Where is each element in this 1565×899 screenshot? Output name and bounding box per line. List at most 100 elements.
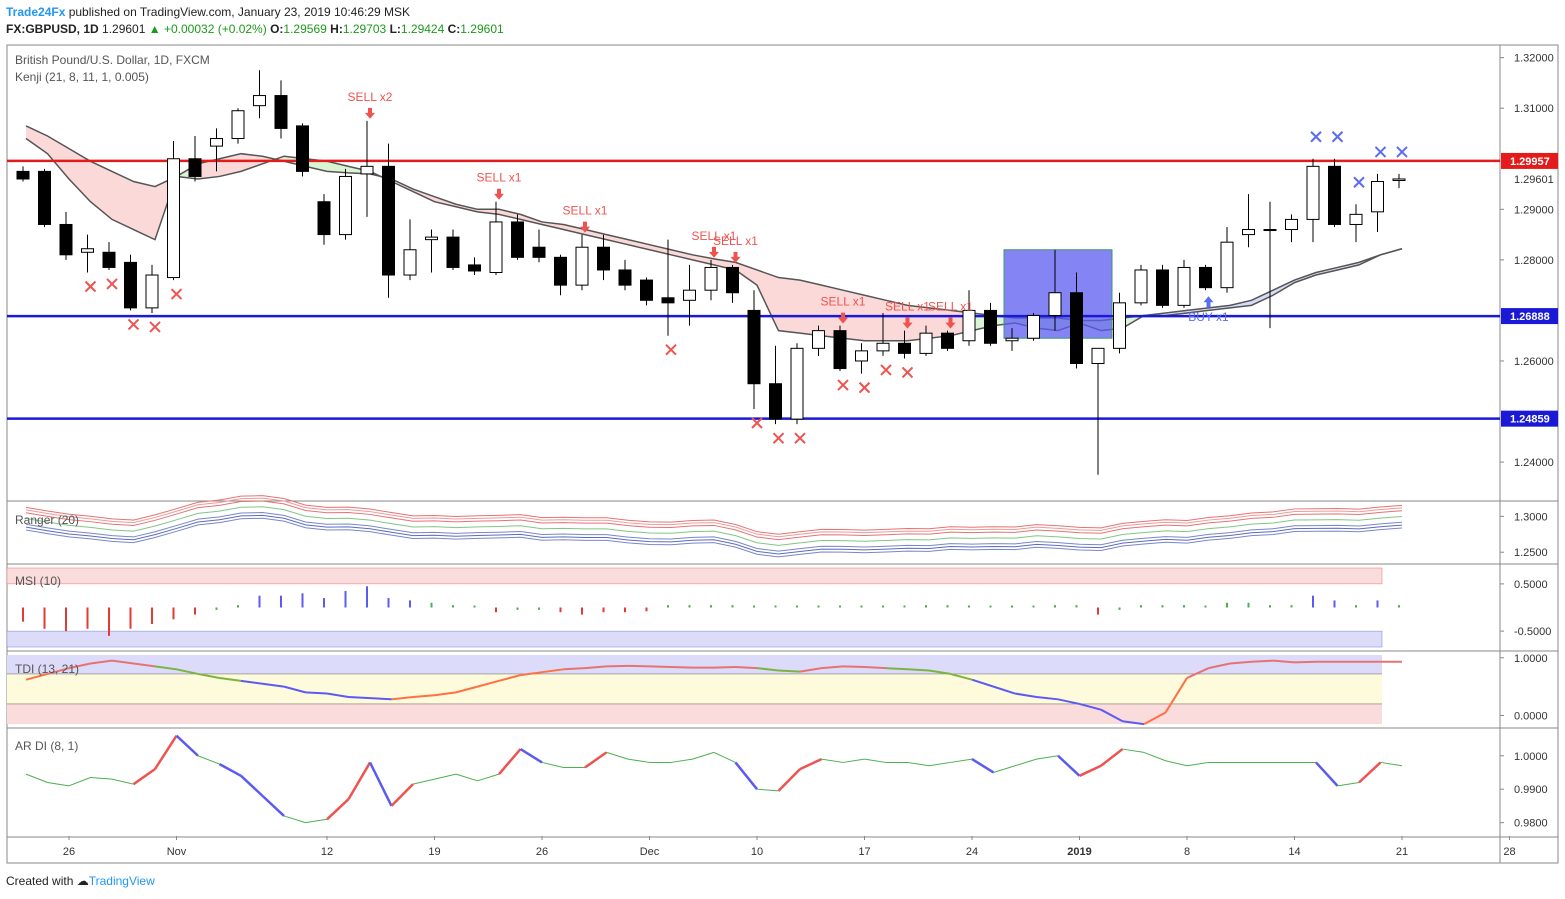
- ardi-line-segment: [1186, 761, 1209, 767]
- ardi-line-segment: [1315, 761, 1339, 787]
- tdi-line-segment: [627, 664, 650, 668]
- msi-bar: [925, 605, 927, 608]
- candle-body: [575, 246, 589, 286]
- tdi-line-segment: [1186, 667, 1209, 679]
- kenji-cloud-segment: [692, 254, 714, 265]
- candle: [919, 325, 933, 356]
- candle: [403, 219, 417, 281]
- ardi-line-segment: [1380, 761, 1403, 767]
- tdi-tick-label: 1.0000: [1514, 653, 1548, 665]
- ardi-line-segment: [606, 751, 629, 760]
- tdi-line-segment: [326, 692, 349, 698]
- candle: [360, 120, 374, 217]
- kenji-cloud-segment: [563, 224, 585, 235]
- candle-body: [231, 110, 245, 140]
- last-price: 1.29601: [102, 22, 146, 36]
- candle-body: [855, 350, 868, 362]
- msi-bar: [516, 607, 519, 610]
- candle: [661, 239, 675, 336]
- candle-body: [1027, 314, 1040, 339]
- ardi-line-segment: [821, 758, 844, 763]
- candle-body: [339, 175, 352, 236]
- msi-bar: [1161, 605, 1164, 608]
- candle: [640, 277, 653, 306]
- msi-bar: [645, 607, 648, 612]
- ardi-line-segment: [907, 761, 930, 767]
- msi-bar: [688, 605, 691, 608]
- msi-bar: [774, 605, 777, 608]
- kenji-cloud-segment: [628, 239, 650, 250]
- ranger-legend: Ranger (20): [15, 513, 79, 527]
- sell-arrow-icon: [730, 251, 741, 263]
- msi-bar: [989, 605, 992, 608]
- tdi-line-segment: [1143, 711, 1166, 725]
- ardi-line-segment: [25, 773, 48, 783]
- cross-marker-icon: [837, 379, 849, 391]
- candle-body: [1177, 266, 1191, 306]
- candle: [898, 330, 911, 359]
- candle: [1285, 214, 1298, 243]
- candle: [167, 141, 180, 281]
- brand-link[interactable]: Trade24Fx: [6, 5, 66, 19]
- sell-signal-label: SELL x2: [348, 90, 393, 104]
- tdi-line-segment: [821, 665, 844, 670]
- candle: [984, 302, 997, 346]
- candle-body: [1134, 269, 1148, 304]
- sell-arrow-icon: [902, 317, 913, 329]
- tdi-line-segment: [649, 665, 672, 668]
- footer-tradingview-link[interactable]: TradingView: [88, 874, 155, 888]
- tdi-line-segment: [584, 665, 607, 670]
- tdi-line-segment: [369, 697, 392, 701]
- candle: [1328, 158, 1341, 227]
- tdi-line-segment: [1122, 720, 1145, 726]
- candle: [575, 234, 589, 291]
- msi-tick-label: -0.5000: [1514, 626, 1551, 638]
- tdi-line-segment: [154, 665, 177, 671]
- msi-bar: [237, 605, 239, 608]
- candle: [1005, 328, 1019, 351]
- ardi-line-segment: [1358, 761, 1382, 784]
- candle: [145, 264, 159, 313]
- msi-upper-zone: [6, 567, 1383, 585]
- time-tick-label: 26: [536, 846, 548, 858]
- candle-body: [812, 330, 825, 349]
- ardi-line-segment: [455, 773, 478, 782]
- ardi-tick-label: 0.9800: [1514, 818, 1548, 830]
- kenji-cloud-segment: [241, 153, 263, 172]
- kenji-cloud-segment: [864, 295, 886, 341]
- tdi-line-segment: [197, 672, 220, 679]
- time-tick-label: 24: [966, 846, 978, 858]
- ardi-line-segment: [713, 751, 736, 763]
- ranger-tick-label: 1.3000: [1514, 511, 1548, 523]
- price-tick-label: 1.26000: [1514, 356, 1554, 368]
- tdi-line-segment: [47, 667, 70, 675]
- candle-body: [984, 309, 997, 344]
- publish-header: Trade24Fx published on TradingView.com, …: [6, 5, 410, 19]
- tdi-line-segment: [670, 666, 693, 669]
- sell-arrow-icon: [838, 312, 848, 324]
- msi-bar: [387, 598, 390, 608]
- msi-bar: [1269, 605, 1271, 608]
- tdi-line-segment: [1272, 659, 1295, 664]
- candle-body: [532, 246, 546, 258]
- candle: [833, 325, 847, 372]
- ardi-line-segment: [218, 763, 242, 777]
- msi-bar: [946, 605, 949, 608]
- ardi-line-segment: [928, 761, 951, 767]
- tdi-line-segment: [1294, 660, 1317, 664]
- msi-bar: [495, 607, 497, 613]
- kenji-cloud-segment: [649, 244, 671, 255]
- candle: [253, 70, 266, 119]
- ardi-line-segment: [519, 748, 543, 764]
- candle: [1113, 292, 1126, 354]
- close-label: C:: [447, 22, 461, 36]
- buy-arrow-icon: [1203, 296, 1214, 308]
- candle: [618, 259, 632, 291]
- cross-marker-icon: [127, 318, 140, 331]
- candle: [747, 290, 761, 409]
- kenji-cloud-segment: [47, 136, 69, 179]
- msi-bar: [280, 595, 282, 608]
- ardi-line-segment: [390, 783, 414, 807]
- kenji-cloud-segment: [327, 161, 349, 173]
